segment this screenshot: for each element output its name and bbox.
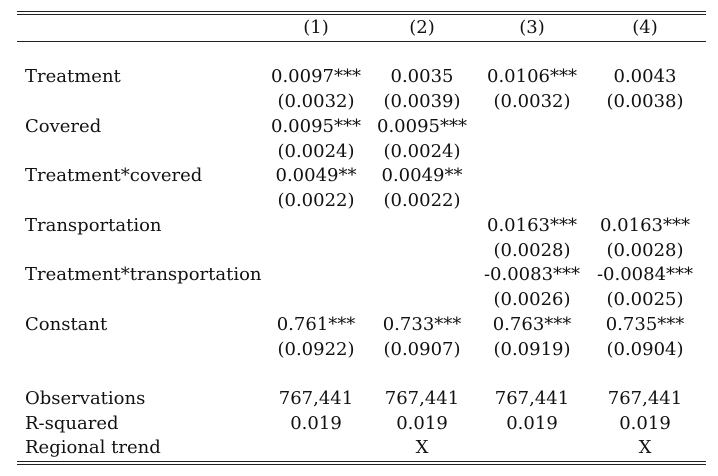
coef-treatment-transportation-3: -0.0083*** — [483, 264, 581, 285]
stat-regional-trend-4: X — [638, 437, 652, 458]
se-constant-2: (0.0907) — [383, 339, 461, 360]
coef-treatment-covered-2: 0.0049** — [381, 165, 463, 186]
stat-label-regional-trend: Regional trend — [25, 437, 161, 458]
se-covered-2: (0.0024) — [383, 141, 461, 162]
se-constant-1: (0.0922) — [277, 339, 355, 360]
se-treatment-covered-2: (0.0022) — [383, 190, 461, 211]
se-constant-3: (0.0919) — [493, 339, 571, 360]
se-treatment-covered-1: (0.0022) — [277, 190, 355, 211]
top-rule-2 — [17, 14, 706, 15]
row-label-treatment-covered: Treatment*covered — [25, 165, 203, 186]
stat-r-squared-3: 0.019 — [506, 413, 558, 434]
row-label-covered: Covered — [25, 116, 102, 137]
coef-constant-2: 0.733*** — [382, 314, 462, 335]
se-constant-4: (0.0904) — [606, 339, 684, 360]
coef-transportation-4: 0.0163*** — [600, 215, 690, 236]
se-treatment-1: (0.0032) — [277, 91, 355, 112]
coef-treatment-3: 0.0106*** — [487, 66, 577, 87]
coef-treatment-covered-1: 0.0049** — [275, 165, 357, 186]
column-header-1: (1) — [303, 17, 329, 38]
se-treatment-2: (0.0039) — [383, 91, 461, 112]
bottom-rule-2 — [17, 464, 706, 465]
row-label-treatment-transportation: Treatment*transportation — [25, 264, 262, 285]
coef-treatment-1: 0.0097*** — [271, 66, 361, 87]
se-transportation-4: (0.0028) — [606, 240, 684, 261]
se-treatment-transportation-3: (0.0026) — [493, 289, 571, 310]
se-treatment-3: (0.0032) — [493, 91, 571, 112]
row-label-constant: Constant — [25, 314, 108, 335]
column-header-2: (2) — [409, 17, 435, 38]
column-header-3: (3) — [519, 17, 545, 38]
coef-constant-1: 0.761*** — [276, 314, 356, 335]
se-covered-1: (0.0024) — [277, 141, 355, 162]
coef-transportation-3: 0.0163*** — [487, 215, 577, 236]
top-rule-1 — [17, 11, 706, 12]
coef-treatment-2: 0.0035 — [390, 66, 454, 87]
row-label-transportation: Transportation — [25, 215, 162, 236]
se-treatment-transportation-4: (0.0025) — [606, 289, 684, 310]
stat-r-squared-1: 0.019 — [290, 413, 342, 434]
stat-regional-trend-2: X — [415, 437, 429, 458]
stat-r-squared-2: 0.019 — [396, 413, 448, 434]
coef-constant-4: 0.735*** — [605, 314, 685, 335]
header-rule — [17, 41, 706, 42]
se-treatment-4: (0.0038) — [606, 91, 684, 112]
coef-covered-1: 0.0095*** — [271, 116, 361, 137]
stat-label-observations: Observations — [25, 388, 146, 409]
stat-observations-3: 767,441 — [494, 388, 570, 409]
coef-covered-2: 0.0095*** — [377, 116, 467, 137]
stat-observations-1: 767,441 — [278, 388, 354, 409]
stat-label-r-squared: R-squared — [25, 413, 119, 434]
coef-treatment-transportation-4: -0.0084*** — [596, 264, 694, 285]
stat-r-squared-4: 0.019 — [619, 413, 671, 434]
bottom-rule-1 — [17, 461, 706, 462]
stat-observations-4: 767,441 — [607, 388, 683, 409]
se-transportation-3: (0.0028) — [493, 240, 571, 261]
stat-observations-2: 767,441 — [384, 388, 460, 409]
row-label-treatment: Treatment — [25, 66, 121, 87]
coef-treatment-4: 0.0043 — [613, 66, 677, 87]
coef-constant-3: 0.763*** — [492, 314, 572, 335]
column-header-4: (4) — [632, 17, 658, 38]
